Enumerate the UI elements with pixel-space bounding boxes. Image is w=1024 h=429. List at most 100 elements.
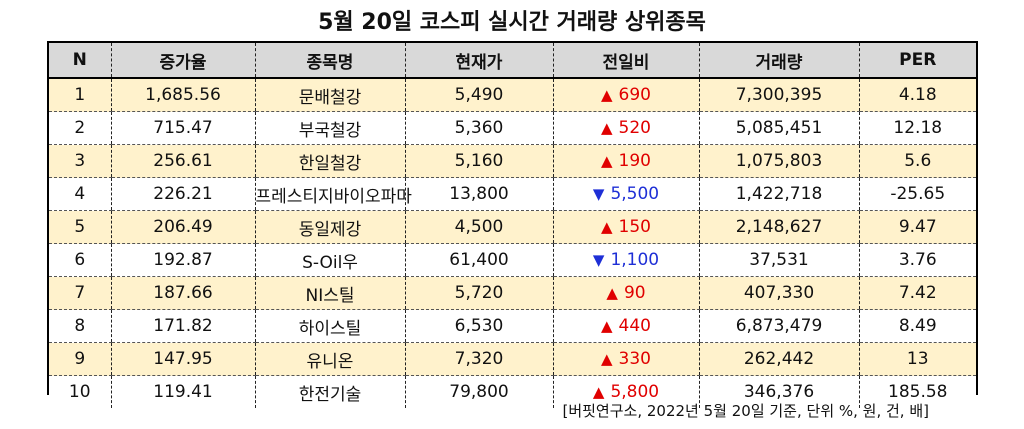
change-value: 1,100 <box>610 250 660 270</box>
increase-rate-cell: 171.82 <box>110 309 255 343</box>
stock-name-cell: 부국철강 <box>254 111 405 145</box>
change-cell: ▲ 90 <box>552 276 699 310</box>
change-cell: ▲ 330 <box>552 342 699 376</box>
stock-name-cell: 문배철강 <box>254 78 405 112</box>
current-price-cell: 79,800 <box>404 375 553 408</box>
change-value: 90 <box>623 283 646 303</box>
change-cell: ▼ 1,100 <box>552 243 699 277</box>
change-value: 5,500 <box>610 184 660 204</box>
header-rate: 증가율 <box>110 43 255 79</box>
volume-cell: 6,873,479 <box>698 309 859 343</box>
table-row: 4 226.21 프레스티지바이오파마 13,800 ▼ 5,500 1,422,718 -2… <box>49 177 976 211</box>
stock-name-cell: 하이스틸 <box>254 309 405 343</box>
current-price-cell: 4,500 <box>404 210 553 244</box>
change-cell: ▼ 5,500 <box>552 177 699 211</box>
change-value: 520 <box>618 118 651 138</box>
rank-cell: 10 <box>49 375 111 408</box>
table-row: 1 1,685.56 문배철강 5,490 ▲ 690 7,300,395 4.18 <box>49 78 976 112</box>
up-triangle-icon: ▲ <box>601 350 613 368</box>
increase-rate-cell: 187.66 <box>110 276 255 310</box>
table-header-row: N 증가율 종목명 현재가 전일비 거래량 PER <box>49 43 976 79</box>
rank-cell: 1 <box>49 78 111 112</box>
table-body: 1 1,685.56 문배철강 5,490 ▲ 690 7,300,395 4.18 2 715.… <box>49 78 976 408</box>
increase-rate-cell: 206.49 <box>110 210 255 244</box>
rank-cell: 3 <box>49 144 111 178</box>
table-row: 2 715.47 부국철강 5,360 ▲ 520 5,085,451 12.18 <box>49 111 976 145</box>
stock-name-cell: S-Oil우 <box>254 243 405 277</box>
per-cell: 12.18 <box>858 111 976 145</box>
rank-cell: 7 <box>49 276 111 310</box>
rank-cell: 8 <box>49 309 111 343</box>
increase-rate-cell: 147.95 <box>110 342 255 376</box>
source-footnote: [버핏연구소, 2022년 5월 20일 기준, 단위 %, 원, 건, 배] <box>562 402 929 420</box>
change-cell: ▲ 5,800 <box>552 375 699 408</box>
volume-cell: 1,075,803 <box>698 144 859 178</box>
current-price-cell: 5,360 <box>404 111 553 145</box>
increase-rate-cell: 226.21 <box>110 177 255 211</box>
rank-cell: 2 <box>49 111 111 145</box>
change-value: 330 <box>618 349 651 369</box>
header-per: PER <box>858 43 976 79</box>
down-triangle-icon: ▼ <box>592 251 605 269</box>
down-triangle-icon: ▼ <box>592 185 605 203</box>
current-price-cell: 5,490 <box>404 78 553 112</box>
volume-cell: 262,442 <box>698 342 859 376</box>
volume-cell: 407,330 <box>698 276 859 310</box>
header-n: N <box>49 43 111 79</box>
change-value: 150 <box>618 217 651 237</box>
change-cell: ▲ 520 <box>552 111 699 145</box>
rank-cell: 4 <box>49 177 111 211</box>
stock-name-cell: 동일제강 <box>254 210 405 244</box>
current-price-cell: 61,400 <box>404 243 553 277</box>
current-price-cell: 5,160 <box>404 144 553 178</box>
per-cell: 13 <box>858 342 976 376</box>
table-row: 5 206.49 동일제강 4,500 ▲ 150 2,148,627 9.47 <box>49 210 976 244</box>
up-triangle-icon: ▲ <box>601 317 613 335</box>
current-price-cell: 13,800 <box>404 177 553 211</box>
change-cell: ▲ 690 <box>552 78 699 112</box>
volume-cell: 7,300,395 <box>698 78 859 112</box>
stock-name-cell: 한전기술 <box>254 375 405 408</box>
volume-cell: 1,422,718 <box>698 177 859 211</box>
current-price-cell: 6,530 <box>404 309 553 343</box>
increase-rate-cell: 715.47 <box>110 111 255 145</box>
change-value: 690 <box>618 85 651 105</box>
increase-rate-cell: 256.61 <box>110 144 255 178</box>
table-row: 6 192.87 S-Oil우 61,400 ▼ 1,100 37,531 3.76 <box>49 243 976 277</box>
volume-cell: 2,148,627 <box>698 210 859 244</box>
rank-cell: 9 <box>49 342 111 376</box>
stock-table: N 증가율 종목명 현재가 전일비 거래량 PER 1 1,685.56 문배철강 5,490 ▲ 6… <box>49 43 976 408</box>
per-cell: 9.47 <box>858 210 976 244</box>
rank-cell: 5 <box>49 210 111 244</box>
up-triangle-icon: ▲ <box>601 152 613 170</box>
stock-name-cell: 한일철강 <box>254 144 405 178</box>
page-title: 5월 20일 코스피 실시간 거래량 상위종목 <box>318 10 706 35</box>
header-volume: 거래량 <box>698 43 859 79</box>
volume-cell: 346,376 <box>698 375 859 408</box>
table-row: 8 171.82 하이스틸 6,530 ▲ 440 6,873,479 8.49 <box>49 309 976 343</box>
increase-rate-cell: 119.41 <box>110 375 255 408</box>
per-cell: 5.6 <box>858 144 976 178</box>
up-triangle-icon: ▲ <box>606 284 618 302</box>
per-cell: 4.18 <box>858 78 976 112</box>
change-cell: ▲ 440 <box>552 309 699 343</box>
stock-table-frame: N 증가율 종목명 현재가 전일비 거래량 PER 1 1,685.56 문배철강 5,490 ▲ 6… <box>47 41 978 408</box>
stock-name-cell: 유니온 <box>254 342 405 376</box>
table-row: 10 119.41 한전기술 79,800 ▲ 5,800 346,376 185.58 <box>49 375 976 408</box>
per-cell: 7.42 <box>858 276 976 310</box>
up-triangle-icon: ▲ <box>601 86 613 104</box>
stock-name-cell: NI스틸 <box>254 276 405 310</box>
change-value: 190 <box>618 151 651 171</box>
per-cell: -25.65 <box>858 177 976 211</box>
per-cell: 185.58 <box>858 375 976 408</box>
header-name: 종목명 <box>254 43 405 79</box>
header-change: 전일비 <box>552 43 699 79</box>
volume-cell: 37,531 <box>698 243 859 277</box>
increase-rate-cell: 1,685.56 <box>110 78 255 112</box>
change-cell: ▲ 190 <box>552 144 699 178</box>
up-triangle-icon: ▲ <box>592 383 605 401</box>
per-cell: 3.76 <box>858 243 976 277</box>
stock-name-cell: 프레스티지바이오파마 <box>254 177 412 211</box>
rank-cell: 6 <box>49 243 111 277</box>
table-row: 3 256.61 한일철강 5,160 ▲ 190 1,075,803 5.6 <box>49 144 976 178</box>
